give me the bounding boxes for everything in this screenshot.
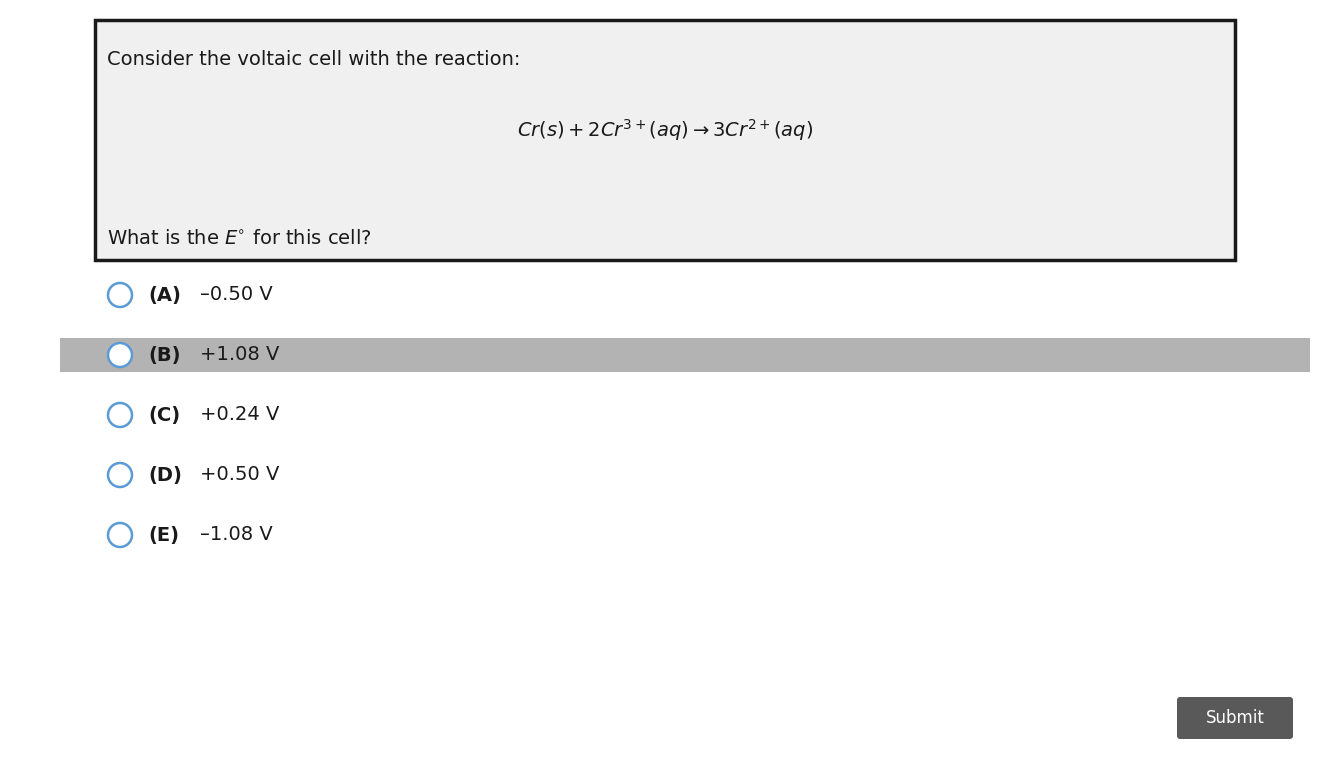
Text: +1.08 V: +1.08 V — [201, 345, 280, 365]
Text: –1.08 V: –1.08 V — [201, 525, 273, 545]
Text: What is the $\it{E}$$^{\circ}$ for this cell?: What is the $\it{E}$$^{\circ}$ for this … — [107, 228, 371, 247]
Text: $\it{Cr(s) + 2Cr^{3+}(aq) \rightarrow 3Cr^{2+}(aq)}$: $\it{Cr(s) + 2Cr^{3+}(aq) \rightarrow 3C… — [517, 117, 813, 143]
FancyBboxPatch shape — [1177, 697, 1294, 739]
Circle shape — [108, 523, 132, 547]
Text: Submit: Submit — [1205, 709, 1265, 727]
FancyBboxPatch shape — [95, 20, 1236, 260]
Text: (E): (E) — [148, 525, 180, 545]
Text: (D): (D) — [148, 466, 182, 485]
Text: (A): (A) — [148, 286, 181, 305]
Text: (C): (C) — [148, 405, 180, 424]
Text: +0.24 V: +0.24 V — [201, 405, 280, 424]
Text: Consider the voltaic cell with the reaction:: Consider the voltaic cell with the react… — [107, 50, 520, 69]
Circle shape — [108, 343, 132, 367]
FancyBboxPatch shape — [59, 338, 1309, 372]
Text: +0.50 V: +0.50 V — [201, 466, 280, 485]
Circle shape — [108, 283, 132, 307]
Text: (B): (B) — [148, 345, 181, 365]
Circle shape — [108, 463, 132, 487]
Text: –0.50 V: –0.50 V — [201, 286, 273, 305]
Circle shape — [108, 403, 132, 427]
